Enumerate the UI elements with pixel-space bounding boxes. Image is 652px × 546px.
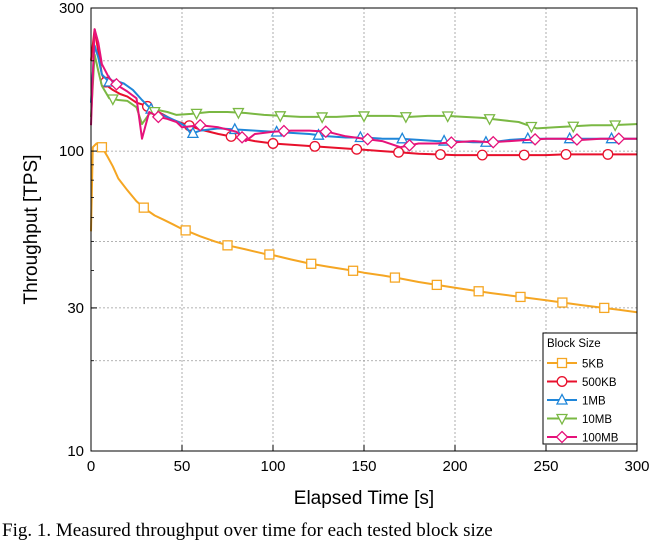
data-point — [232, 107, 245, 120]
legend-item: 500KB — [547, 376, 617, 389]
x-tick-label: 150 — [351, 458, 376, 475]
data-point — [393, 146, 405, 158]
legend-item: 100MB — [547, 430, 619, 445]
data-point — [267, 138, 279, 149]
x-tick-label: 250 — [533, 458, 558, 475]
data-point — [434, 149, 446, 160]
y-tick-label: 10 — [67, 443, 84, 460]
x-tick-label: 300 — [624, 458, 649, 475]
data-point — [389, 272, 401, 283]
y-tick-label: 100 — [59, 143, 84, 160]
x-axis-label: Elapsed Time [s] — [294, 488, 434, 509]
data-point — [138, 202, 149, 213]
data-point — [609, 120, 622, 132]
data-point — [567, 121, 580, 134]
legend-marker — [555, 430, 569, 444]
x-tick-label: 50 — [174, 458, 191, 475]
data-point — [599, 302, 610, 314]
data-point — [476, 149, 488, 161]
data-point — [222, 240, 233, 251]
legend: Block Size 5KB 500KB 1MB 10MB 100MB — [542, 332, 638, 445]
legend-label: 100MB — [582, 433, 619, 445]
data-point — [560, 148, 572, 160]
data-point — [612, 132, 626, 146]
x-tick-label: 0 — [87, 458, 95, 475]
data-point — [483, 114, 496, 126]
data-point — [110, 77, 123, 91]
series-5kb — [90, 142, 638, 314]
data-point — [190, 108, 203, 121]
data-point — [399, 112, 412, 124]
y-tick-label: 30 — [67, 300, 84, 317]
legend-marker — [556, 357, 568, 369]
legend-marker — [556, 376, 568, 387]
x-tick-label: 200 — [442, 458, 467, 475]
data-point — [431, 279, 442, 291]
data-point — [396, 131, 409, 144]
data-point — [557, 297, 568, 308]
data-point — [486, 135, 500, 149]
data-point — [528, 132, 542, 146]
legend-label: 5KB — [582, 359, 604, 371]
data-point — [357, 111, 371, 123]
data-point — [96, 142, 108, 153]
legend-item: 10MB — [547, 413, 612, 426]
data-point — [274, 111, 287, 123]
legend-item: 1MB — [547, 393, 606, 408]
legend-label: 500KB — [582, 377, 617, 389]
y-tick-label: 300 — [59, 0, 84, 17]
legend-item: 5KB — [547, 357, 604, 371]
legend-label: 10MB — [582, 414, 612, 426]
data-point — [106, 94, 119, 106]
axis-ticks: 0 50 100 150 200 250 300 10 30 100 300 — [59, 0, 650, 475]
data-point — [473, 286, 484, 297]
data-point — [316, 112, 329, 124]
data-point — [151, 110, 165, 124]
data-point — [518, 149, 530, 161]
data-point — [193, 118, 207, 132]
series-100mb — [90, 28, 637, 152]
data-point — [312, 128, 325, 140]
legend-items: 5KB 500KB 1MB 10MB 100MB — [547, 357, 619, 445]
legend-marker — [555, 393, 569, 405]
x-tick-label: 100 — [260, 458, 285, 475]
chart-canvas: 0 50 100 150 200 250 300 10 30 100 300 Elapsed Tim… — [21, 0, 650, 509]
data-point — [235, 130, 249, 144]
data-point — [444, 136, 458, 149]
figure-caption: Fig. 1. Measured throughput over time fo… — [2, 520, 493, 541]
data-point — [361, 132, 375, 146]
legend-title: Block Size — [547, 338, 601, 350]
data-point — [309, 140, 321, 152]
data-point — [277, 124, 291, 138]
data-point — [403, 138, 416, 152]
grid-lines — [91, 8, 637, 451]
data-point — [306, 258, 317, 269]
data-point — [351, 143, 363, 155]
data-point — [186, 126, 199, 138]
series-layer — [90, 28, 638, 314]
legend-label: 1MB — [582, 396, 606, 408]
data-point — [264, 249, 275, 260]
data-point — [180, 225, 191, 236]
legend-marker — [555, 413, 569, 426]
data-point — [602, 148, 614, 160]
series-line — [90, 53, 638, 130]
legend-box — [542, 332, 638, 445]
data-point — [525, 121, 538, 134]
data-point — [441, 111, 454, 123]
series-10mb — [90, 53, 638, 134]
data-point — [319, 125, 333, 139]
data-point — [570, 133, 584, 146]
data-point — [515, 291, 526, 303]
data-point — [347, 265, 359, 276]
y-axis-label: Throughput [TPS] — [21, 155, 42, 305]
